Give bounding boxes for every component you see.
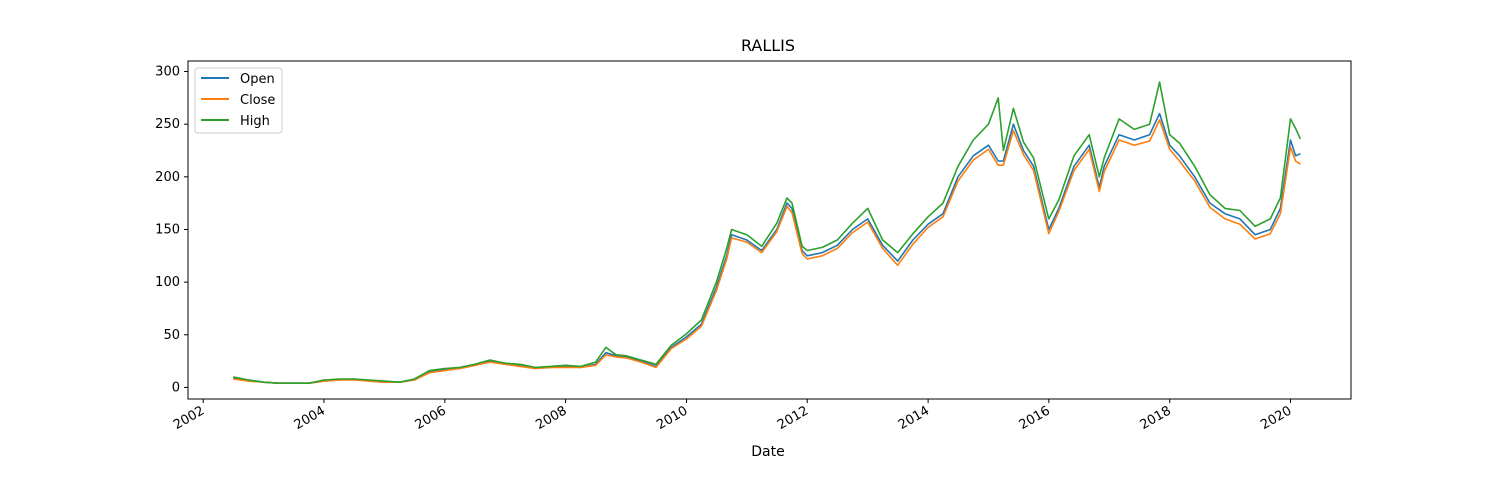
y-tick-label: 150 xyxy=(155,222,180,237)
legend: Open Close High xyxy=(194,67,283,134)
y-axis: 0 50 100 150 200 250 300 xyxy=(155,65,188,395)
x-tick-label: 2012 xyxy=(775,403,811,433)
legend-box xyxy=(194,67,283,134)
legend-label-open: Open xyxy=(240,72,275,87)
legend-label-high: High xyxy=(240,114,270,129)
x-tick-label: 2008 xyxy=(533,403,569,433)
x-tick-label: 2018 xyxy=(1138,403,1174,433)
series-line-open xyxy=(233,112,1301,385)
series-line-close xyxy=(233,119,1301,385)
y-tick-label: 100 xyxy=(155,275,180,290)
chart-title: RALLIS xyxy=(741,36,795,55)
y-tick-label: 250 xyxy=(155,117,180,132)
x-tick-label: 2002 xyxy=(171,403,207,433)
x-axis: 2002 2004 2006 2008 2010 2012 2014 2016 2018 2020 xyxy=(171,399,1294,433)
y-tick-label: 200 xyxy=(155,170,180,185)
plot-frame xyxy=(187,60,1352,400)
x-tick-label: 2010 xyxy=(654,403,690,433)
y-tick-label: 300 xyxy=(155,65,180,80)
y-tick-label: 50 xyxy=(163,328,180,343)
series-layer xyxy=(233,81,1302,385)
y-tick-label: 0 xyxy=(172,380,180,395)
series-line-high xyxy=(233,81,1302,385)
x-tick-label: 2006 xyxy=(413,403,449,433)
x-tick-label: 2014 xyxy=(896,403,932,433)
x-tick-label: 2016 xyxy=(1017,403,1053,433)
x-tick-label: 2020 xyxy=(1258,403,1294,433)
x-tick-label: 2004 xyxy=(292,403,328,433)
x-axis-label: Date xyxy=(751,444,784,460)
legend-label-close: Close xyxy=(240,93,275,108)
